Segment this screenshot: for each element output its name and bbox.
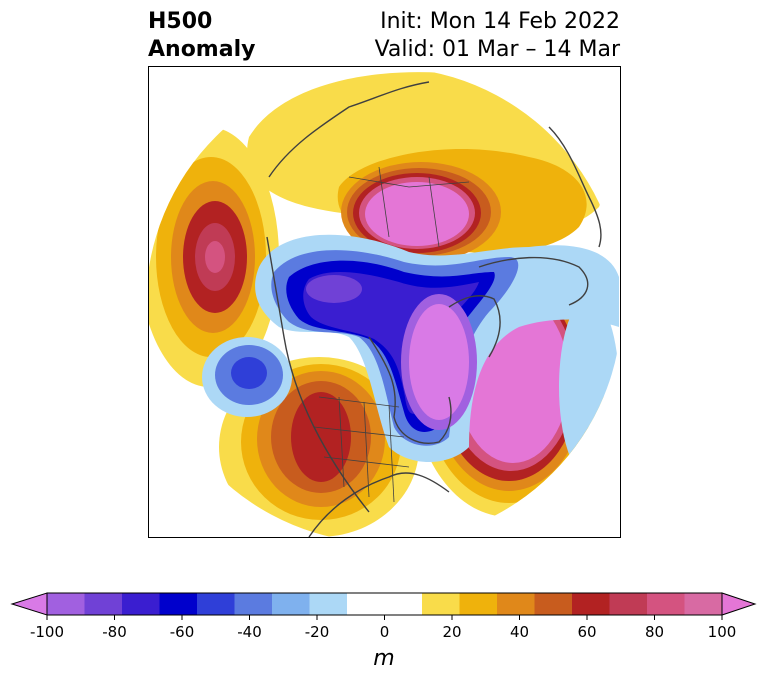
colorbar-tick-label: 100 — [708, 623, 737, 641]
coastlines — [266, 81, 602, 537]
title-right: Init: Mon 14 Feb 2022 Valid: 01 Mar – 14… — [375, 8, 620, 64]
title-field: Anomaly — [148, 37, 256, 62]
colorbar-bin — [647, 593, 685, 615]
title-variable: H500 — [148, 9, 213, 34]
anomaly-pos-westus-5 — [291, 392, 351, 482]
colorbar-tick-label: 40 — [510, 623, 529, 641]
colorbar-bin — [459, 593, 498, 615]
anomaly-pos-pacific-6 — [205, 241, 225, 273]
colorbar-bin — [384, 593, 423, 615]
colorbar-bin — [497, 593, 535, 615]
colorbar-tick-label: -60 — [170, 623, 195, 641]
colorbar-bin — [422, 593, 460, 615]
colorbar-tick-label: -20 — [305, 623, 330, 641]
colorbar-bin — [122, 593, 160, 615]
anomaly-neg-canada-peak — [409, 304, 469, 420]
map-canvas — [149, 72, 619, 537]
colorbar: -100 -80 -60 -40 -20 0 20 40 60 80 100 — [10, 592, 757, 641]
colorbar-extend-min — [10, 592, 48, 616]
colorbar-tick-label: -40 — [237, 623, 262, 641]
colorbar-tick-label: -80 — [102, 623, 127, 641]
colorbar-tick-label: 0 — [380, 623, 390, 641]
colorbar-bin — [159, 593, 198, 615]
valid-period: Valid: 01 Mar – 14 Mar — [374, 37, 620, 62]
colorbar-tick-label: 60 — [577, 623, 596, 641]
colorbar-tick-label: 80 — [645, 623, 664, 641]
colorbar-tick-label: -100 — [30, 623, 64, 641]
anomaly-pos-scand-5 — [365, 182, 469, 246]
colorbar-bin — [609, 593, 648, 615]
colorbar-tick-label: 20 — [442, 623, 461, 641]
borders — [313, 166, 470, 503]
anomaly-neg-epac-3 — [231, 357, 267, 389]
colorbar-bin — [234, 593, 273, 615]
anomaly-map — [148, 66, 621, 538]
init-time: Init: Mon 14 Feb 2022 — [380, 9, 620, 34]
colorbar-bin — [47, 593, 85, 615]
colorbar-bin — [197, 593, 235, 615]
colorbar-bin — [84, 593, 123, 615]
title-left: H500 Anomaly — [148, 8, 255, 64]
colorbar-bin — [347, 593, 385, 615]
colorbar-unit: m — [373, 646, 395, 671]
colorbar-bin — [534, 593, 573, 615]
anomaly-neg-arctic-core — [306, 275, 362, 303]
anomaly-neg-east-lobe — [559, 297, 619, 477]
colorbar-extend-max — [721, 592, 757, 616]
colorbar-bin — [272, 593, 310, 615]
colorbar-bin — [572, 593, 610, 615]
colorbar-bin — [309, 593, 348, 615]
colorbar-bin — [684, 593, 723, 615]
